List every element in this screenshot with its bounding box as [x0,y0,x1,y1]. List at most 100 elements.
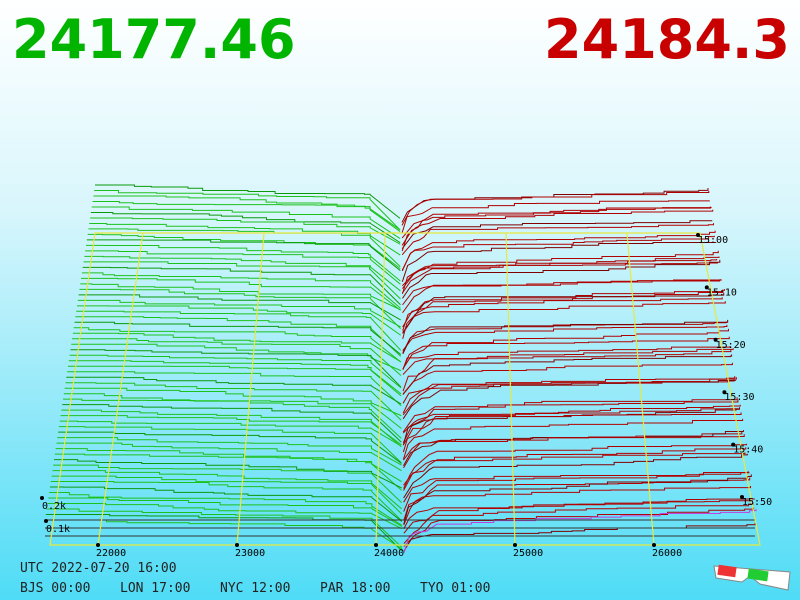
timezone-label: PAR 18:00 [320,581,390,596]
bid-depth-line [50,481,403,522]
bid-depth-line [64,387,402,417]
depth-tick [40,496,44,500]
time-tick-label: 15:50 [742,497,772,508]
bid-depth-line [78,294,401,321]
bid-depth-line [58,431,402,464]
bid-depth-line [62,404,402,443]
timezone-label: BJS 00:00 [20,581,90,596]
bid-depth-line [72,338,402,376]
bid-depth-line [80,283,401,311]
grid: 22000 23000 24000 25000 26000 0.2k 0.1k 15:00 15… [40,232,772,559]
ask-depth-line [402,404,741,446]
ask-depth-line [402,348,734,392]
bid-depth-line [58,426,402,464]
bid-depth-line [59,420,402,447]
timezone-label: NYC 12:00 [220,581,290,596]
ask-depth-line [403,430,744,467]
utc-time: UTC 2022-07-20 16:00 [20,561,177,576]
ask-depth-line [402,319,729,355]
ask-depth-line [401,207,712,239]
ask-depth-line [401,256,720,295]
ask-depth-line [402,290,724,333]
bid-depth-line [68,360,402,395]
ask-depth-line [402,399,739,434]
bid-depth-line [81,277,401,311]
time-tick-label: 15:30 [724,392,754,403]
bid-depth-line [91,206,401,239]
ask-depth-line [402,380,737,420]
ask-depth-line [402,279,722,314]
ask-depth-line [401,235,715,271]
bid-depth-line [65,382,402,421]
ask-depth-line [403,500,753,530]
bid-depth-line [61,409,402,448]
glasses-icon [713,564,791,591]
bid-depth-line [93,195,401,231]
time-tick [704,285,709,290]
bid-depth-line [57,437,402,466]
price-tick-label: 25000 [513,548,543,559]
time-tick-label: 15:10 [707,287,737,298]
timezone-label: LON 17:00 [120,581,190,596]
depth-tick-label: 0.2k [42,501,66,512]
price-tick [374,543,378,547]
ask-depth-line [402,301,726,340]
price-grid-line [505,232,516,546]
ask-depth-line [402,412,742,453]
ask-depth-line [403,443,748,489]
ask-depth-line [402,328,729,370]
bid-depth-line [76,310,402,351]
price-tick [652,543,656,547]
bid-depth-line [85,250,401,285]
ask-depth-line [401,259,718,287]
ask-depth-line [402,354,733,395]
bid-depth-line [81,272,401,309]
bid-depth-line [54,453,402,491]
bid-depth-line [76,305,402,336]
bid-depth-line [69,354,402,389]
ask-depth-line [401,209,714,252]
bid-depth-line [88,228,401,268]
ask-depth-line [403,453,748,499]
bid-price: 24177.46 [12,8,296,71]
bid-depth-line [47,503,403,530]
ask-depth-line [401,200,711,234]
ask-depth-line [401,223,715,256]
ask-depth-line [401,190,710,226]
bid-depth-line [79,288,401,330]
price-tick-label: 23000 [235,548,265,559]
bid-depth-line [48,497,403,527]
time-tick-label: 15:20 [716,340,746,351]
ask-depth-line [403,474,752,525]
bid-depth-line [60,415,402,446]
bid-depth-line [70,349,402,388]
ask-depth-line [402,336,730,370]
ask-depth-line [402,297,723,328]
price-grid-line [626,232,655,546]
timezone-label: TYO 01:00 [420,581,490,596]
ask-depth-line [402,259,721,299]
ask-depth-line [403,472,750,512]
bid-depth-line [66,376,402,405]
price-tick [235,543,239,547]
ask-depth-line [403,509,757,553]
ask-depth-line [402,346,731,370]
price-tick-label: 22000 [96,548,126,559]
bid-depth-line [51,475,403,515]
bid-depth-line [46,508,403,548]
ask-depth-line [401,242,717,282]
bid-depth-line [73,327,402,363]
ask-depth-line [401,262,718,294]
ask-depth-line [402,292,725,334]
time-tick-label: 15:40 [733,445,763,456]
price-tick [96,543,100,547]
bid-depth-line [67,365,402,397]
ask-depth-line [403,447,747,491]
price-grid-line [375,232,386,546]
ask-depth-line [402,324,728,351]
bid-depth-line [82,266,401,306]
floor-frame [49,232,761,546]
depth-tick [44,519,48,523]
